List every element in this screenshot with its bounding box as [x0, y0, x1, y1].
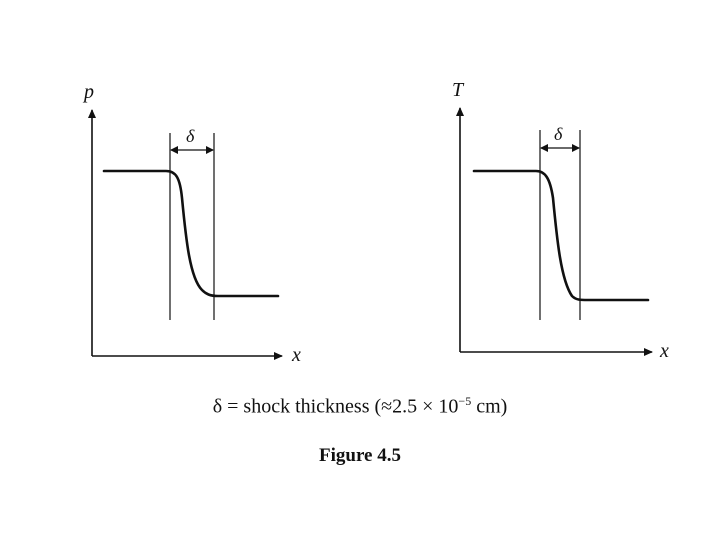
- shock-thickness-symbol: δ: [554, 124, 563, 144]
- pressure-profile-curve: [102, 169, 280, 298]
- pressure-x-label: x: [291, 344, 301, 366]
- temperature-plot: T x δ: [452, 79, 669, 362]
- temperature-profile-curve: [472, 169, 650, 302]
- pressure-y-label: p: [82, 81, 94, 103]
- figure-label: Figure 4.5: [319, 445, 401, 466]
- caption-exponent: −5: [458, 394, 472, 408]
- shock-thickness-symbol: δ: [186, 126, 195, 146]
- temperature-y-label: T: [452, 79, 465, 101]
- pressure-plot: p x δ: [82, 81, 301, 366]
- caption-unit: cm): [471, 395, 508, 418]
- temperature-x-label: x: [659, 340, 669, 362]
- caption-delta: δ: [212, 395, 223, 418]
- shock-thickness-caption: δ = shock thickness (≈2.5 × 10−5 cm): [0, 394, 720, 419]
- caption-text: = shock thickness (≈2.5 × 10: [222, 395, 459, 418]
